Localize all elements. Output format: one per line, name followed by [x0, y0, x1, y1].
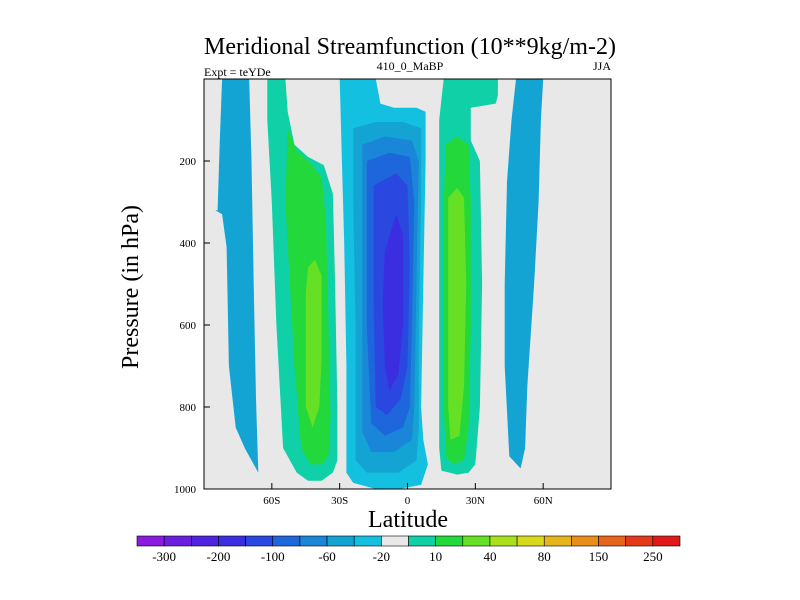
- colorbar-label: 10: [429, 549, 442, 564]
- y-axis-ticks: 200 400 600 800 1000: [174, 156, 210, 496]
- contour-plot-area: [203, 78, 612, 490]
- hadley-winter-cell-level-5: [382, 214, 403, 391]
- colorbar-label: -200: [207, 549, 231, 564]
- colorbar-label: -20: [373, 549, 390, 564]
- contour-cells: [215, 79, 544, 489]
- colorbar-swatch: [326, 535, 355, 547]
- colorbar-swatch: [299, 535, 328, 547]
- y-tick-label: 800: [180, 402, 197, 414]
- colorbar-swatch: [543, 535, 572, 547]
- colorbar-swatch: [652, 535, 681, 547]
- nh-ferrel-cell-level-0: [504, 79, 544, 469]
- colorbar-label: -100: [261, 549, 285, 564]
- x-tick-label: 60S: [263, 495, 280, 507]
- colorbar-label: 250: [643, 549, 663, 564]
- colorbar-swatch: [598, 535, 626, 547]
- colorbar-swatch: [408, 535, 436, 547]
- colorbar-label: 150: [589, 549, 609, 564]
- x-tick-label: 30S: [331, 495, 348, 507]
- period-label: 410_0_MaBP: [377, 59, 444, 73]
- x-axis-ticks: 60S 30S 0 30N 60N: [263, 483, 553, 507]
- colorbar-swatch: [462, 535, 491, 547]
- season-label: JJA: [593, 59, 611, 73]
- experiment-label: Expt = teYDe: [204, 65, 271, 79]
- colorbar-swatch: [163, 535, 192, 547]
- colorbar-swatch: [353, 535, 382, 547]
- colorbar-label: 40: [483, 549, 496, 564]
- y-tick-label: 600: [180, 320, 197, 332]
- y-axis-label: Pressure (in hPa): [118, 205, 144, 369]
- colorbar-swatch: [489, 535, 518, 547]
- colorbar-label: -60: [318, 549, 335, 564]
- y-tick-label: 1000: [174, 484, 197, 496]
- chart-title: Meridional Streamfunction (10**9kg/m-2): [204, 34, 616, 60]
- colorbar-swatch: [272, 535, 301, 547]
- y-tick-label: 200: [180, 156, 197, 168]
- colorbar-swatch: [516, 535, 545, 547]
- x-tick-label: 30N: [466, 495, 485, 507]
- colorbar: -300 -200 -100 -60 -20 10 40 80 150 250: [136, 535, 681, 564]
- colorbar-swatch: [435, 535, 464, 547]
- hadley-summer-cell-level-2: [448, 187, 467, 440]
- colorbar-label: 80: [538, 549, 551, 564]
- colorbar-swatch: [191, 535, 219, 547]
- x-axis-label: Latitude: [368, 507, 448, 533]
- x-tick-label: 0: [405, 495, 411, 507]
- sh-polar-cell-level-0: [215, 79, 259, 473]
- colorbar-swatch: [218, 535, 246, 547]
- colorbar-swatch: [625, 535, 654, 547]
- colorbar-swatch: [381, 535, 409, 547]
- x-tick-label: 60N: [534, 495, 553, 507]
- colorbar-swatch: [245, 535, 274, 547]
- y-tick-label: 400: [180, 238, 197, 250]
- colorbar-swatch: [571, 535, 599, 547]
- colorbar-swatch: [136, 535, 165, 547]
- sh-ferrel-cell-level-2: [305, 259, 322, 428]
- colorbar-label: -300: [152, 549, 176, 564]
